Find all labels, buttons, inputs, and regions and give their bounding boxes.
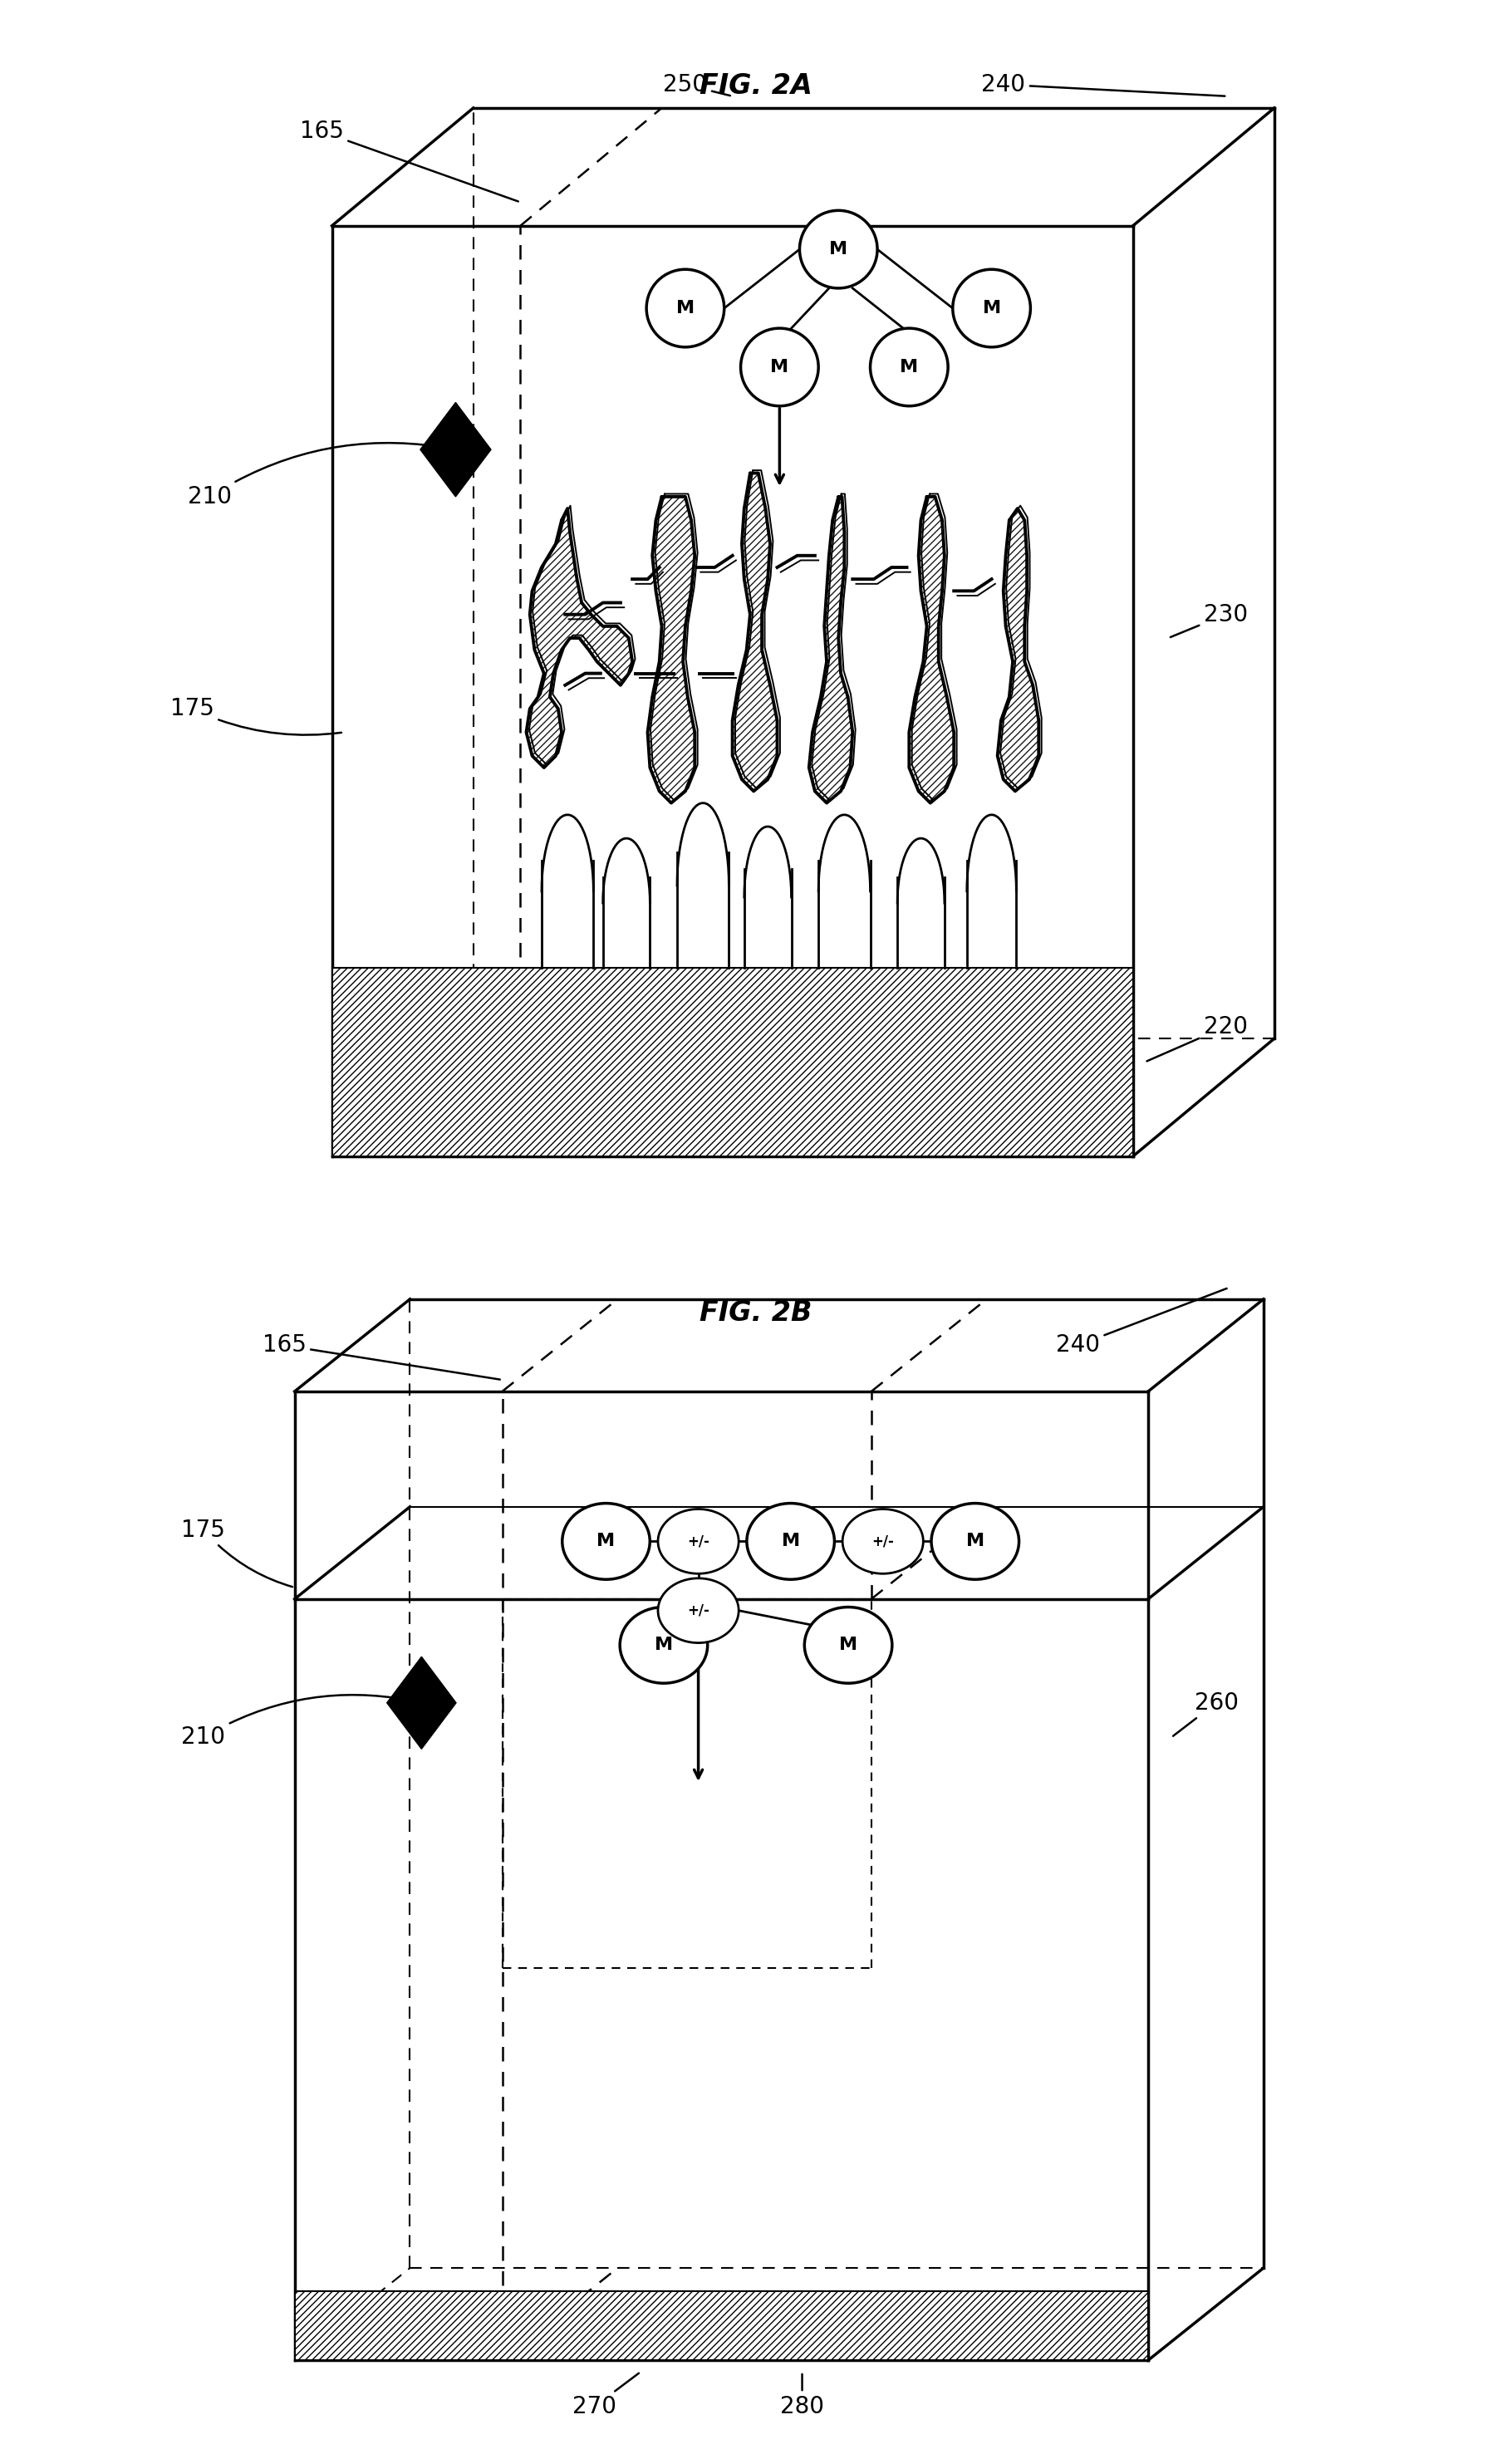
Text: 175: 175 <box>181 1519 292 1588</box>
Text: M: M <box>655 1637 673 1654</box>
Ellipse shape <box>747 1504 835 1580</box>
Polygon shape <box>387 1656 457 1750</box>
Ellipse shape <box>658 1509 739 1573</box>
Text: M: M <box>900 358 918 375</box>
Ellipse shape <box>620 1607 708 1683</box>
Bar <box>295 2292 1148 2361</box>
Text: 230: 230 <box>1170 604 1247 638</box>
Ellipse shape <box>931 1504 1019 1580</box>
Text: 165: 165 <box>262 1333 500 1379</box>
Ellipse shape <box>658 1578 739 1642</box>
Text: FIG. 2B: FIG. 2B <box>700 1298 812 1328</box>
Text: +/-: +/- <box>686 1602 709 1617</box>
Bar <box>333 967 1132 1156</box>
Text: 240: 240 <box>981 74 1225 96</box>
Ellipse shape <box>842 1509 924 1573</box>
Text: M: M <box>782 1534 800 1548</box>
Text: 280: 280 <box>780 2373 824 2417</box>
Text: M: M <box>829 240 848 258</box>
Text: 250: 250 <box>664 74 730 96</box>
Polygon shape <box>420 402 491 496</box>
Ellipse shape <box>871 329 948 405</box>
Ellipse shape <box>562 1504 650 1580</box>
Text: 210: 210 <box>187 442 454 508</box>
Ellipse shape <box>647 270 724 346</box>
Text: M: M <box>966 1534 984 1548</box>
Ellipse shape <box>804 1607 892 1683</box>
Text: 240: 240 <box>1055 1288 1226 1357</box>
Text: 210: 210 <box>181 1696 419 1750</box>
Text: +/-: +/- <box>872 1534 894 1548</box>
Text: M: M <box>839 1637 857 1654</box>
Text: 175: 175 <box>171 697 342 734</box>
Ellipse shape <box>741 329 818 405</box>
Text: M: M <box>771 358 789 375</box>
Text: FIG. 2A: FIG. 2A <box>700 74 812 101</box>
Text: 220: 220 <box>1146 1016 1247 1060</box>
Ellipse shape <box>953 270 1031 346</box>
Text: 270: 270 <box>573 2373 638 2417</box>
Text: M: M <box>983 299 1001 317</box>
Ellipse shape <box>800 211 877 287</box>
Text: 260: 260 <box>1173 1691 1238 1735</box>
Text: M: M <box>676 299 694 317</box>
Text: M: M <box>597 1534 615 1548</box>
Text: +/-: +/- <box>686 1534 709 1548</box>
Text: 165: 165 <box>299 120 519 201</box>
